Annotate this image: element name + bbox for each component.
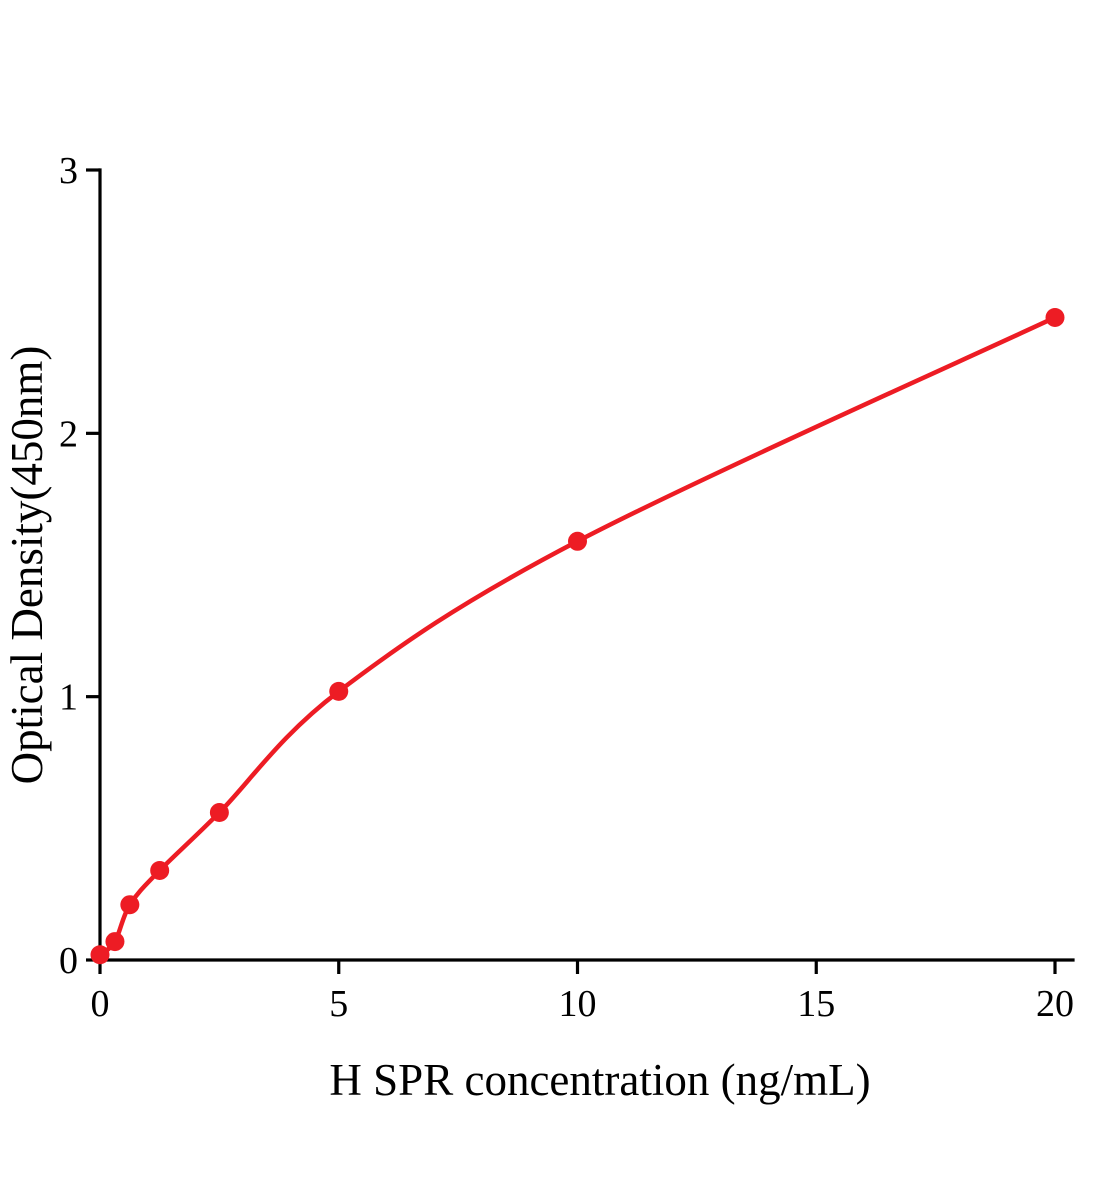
y-tick-label: 2 — [59, 413, 78, 455]
data-point — [209, 803, 229, 823]
y-tick-label: 1 — [59, 677, 78, 719]
x-tick-label: 0 — [91, 983, 110, 1025]
x-axis-title: H SPR concentration (ng/mL) — [329, 1055, 870, 1105]
data-point — [120, 895, 140, 915]
data-point — [329, 681, 349, 701]
data-point — [150, 860, 170, 880]
x-tick-label: 5 — [329, 983, 348, 1025]
fit-curve — [97, 315, 1058, 957]
x-tick-label: 15 — [797, 983, 835, 1025]
y-tick-label: 3 — [59, 150, 78, 192]
x-tick-label: 10 — [559, 983, 597, 1025]
plot-area: 0 5 10 15 20 0 1 2 3 — [59, 150, 1075, 1025]
x-tick-label: 20 — [1036, 983, 1074, 1025]
data-point — [90, 945, 110, 965]
data-point — [1045, 307, 1065, 327]
y-axis-title: Optical Density(450nm) — [2, 346, 52, 785]
data-point — [105, 932, 125, 952]
y-tick-label: 0 — [59, 940, 78, 982]
data-point — [568, 531, 587, 551]
